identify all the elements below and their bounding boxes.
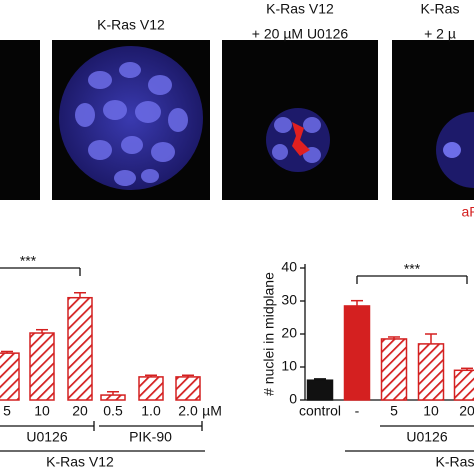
- panel-title: + 20 µM U0126: [252, 26, 349, 42]
- group-label: U0126: [406, 429, 447, 445]
- micrographs: [0, 40, 474, 200]
- bar: [380, 338, 408, 401]
- x-tick-label: 0.5: [103, 403, 123, 419]
- stain-label: aP: [461, 204, 474, 220]
- bar: [67, 296, 93, 401]
- y-tick-label: 20: [281, 325, 297, 341]
- group-label: PIK-90: [129, 429, 172, 445]
- x-tick-label: -: [355, 403, 360, 419]
- y-tick-label: 10: [281, 358, 297, 374]
- bar: [100, 394, 126, 401]
- x-tick-label: 10: [423, 403, 439, 419]
- condition-label: K-Ras V12: [46, 454, 114, 470]
- x-tick-label: 10: [34, 403, 50, 419]
- y-tick-label: 40: [281, 259, 297, 275]
- x-tick-label: 20: [72, 403, 88, 419]
- panel-title: K-Ras V12: [266, 1, 334, 17]
- x-tick-label: 5: [3, 403, 11, 419]
- unit-label: µM: [202, 403, 222, 419]
- panel-title: K-Ras: [421, 1, 460, 17]
- bar: [453, 369, 474, 401]
- y-tick-label: 0: [289, 391, 297, 407]
- bar: [175, 376, 201, 401]
- bar: [343, 305, 371, 401]
- x-tick-label: 1.0: [141, 403, 161, 419]
- bar: [0, 352, 20, 401]
- bar: [29, 332, 55, 401]
- condition-label: K-Ras: [436, 454, 474, 470]
- panel-title: + 2 µ: [424, 26, 456, 42]
- bar: [306, 379, 334, 401]
- bar: [417, 343, 445, 401]
- x-tick-label: control: [299, 403, 341, 419]
- significance-label: ***: [404, 261, 421, 277]
- group-label: U0126: [26, 429, 67, 445]
- panel-title: K-Ras V12: [97, 17, 165, 33]
- x-tick-label: 5: [390, 403, 398, 419]
- x-tick-label: 2.0: [178, 403, 198, 419]
- x-tick-label: 20: [459, 403, 474, 419]
- bar: [138, 376, 164, 401]
- y-tick-label: 30: [281, 292, 297, 308]
- y-axis-label: # nuclei in midplane: [261, 272, 277, 396]
- significance-label: ***: [20, 253, 37, 269]
